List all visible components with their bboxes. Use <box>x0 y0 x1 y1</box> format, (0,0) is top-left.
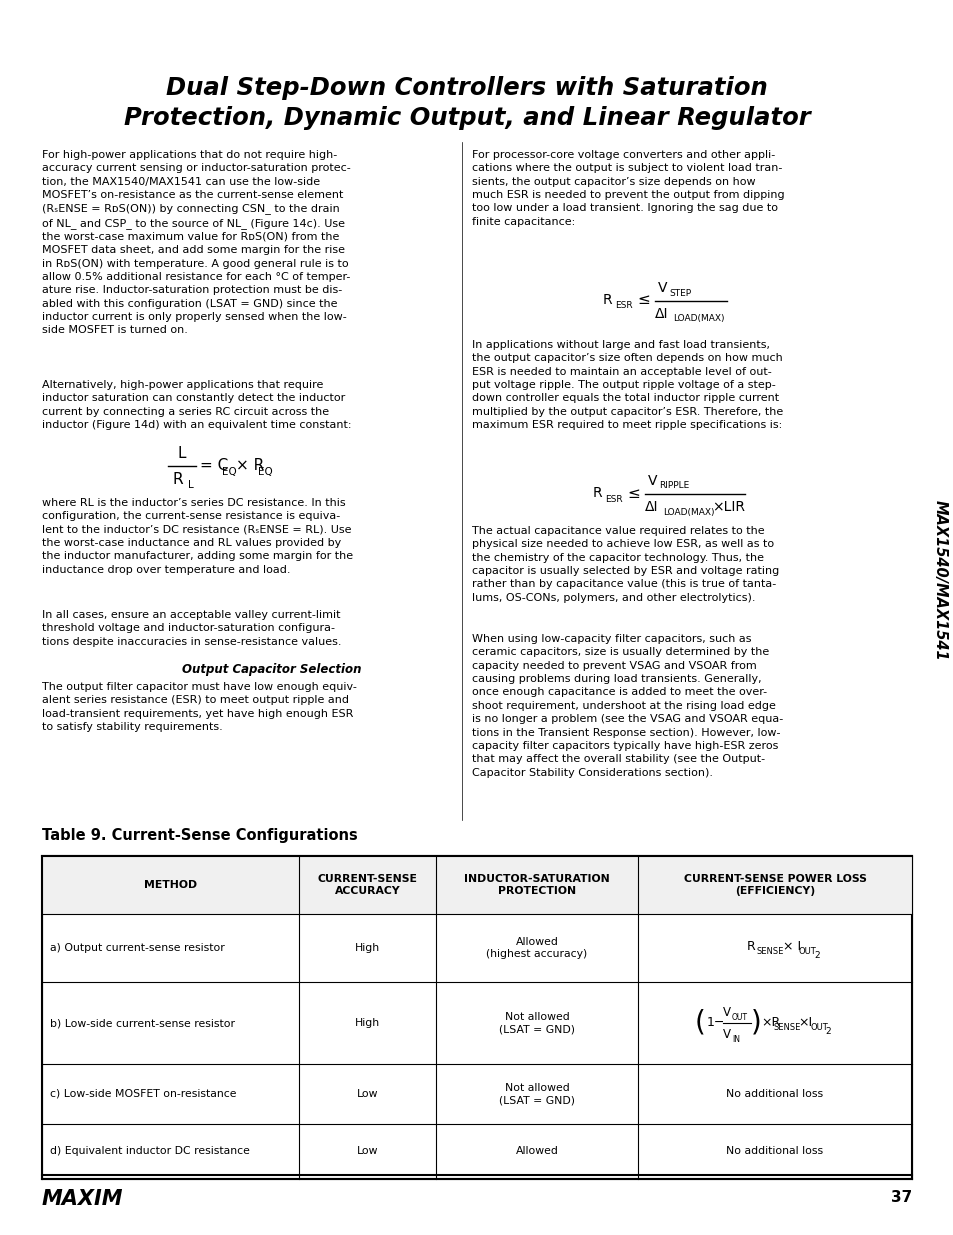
Text: V: V <box>722 1005 730 1019</box>
Text: In applications without large and fast load transients,
the output capacitor’s s: In applications without large and fast l… <box>472 340 782 430</box>
Text: b) Low-side current-sense resistor: b) Low-side current-sense resistor <box>50 1018 234 1028</box>
Text: Not allowed
(LSAT = GND): Not allowed (LSAT = GND) <box>498 1011 575 1035</box>
Text: LOAD(MAX): LOAD(MAX) <box>662 508 714 516</box>
Text: Allowed
(highest accuracy): Allowed (highest accuracy) <box>486 936 587 960</box>
Text: L: L <box>188 480 193 490</box>
Text: No additional loss: No additional loss <box>725 1146 822 1156</box>
Text: R: R <box>746 941 755 953</box>
Text: × I: × I <box>782 941 801 953</box>
Text: ≤: ≤ <box>637 293 649 308</box>
Text: OUT: OUT <box>798 947 816 956</box>
Text: High: High <box>355 944 379 953</box>
Text: SENSE: SENSE <box>756 947 783 956</box>
Text: where RL is the inductor’s series DC resistance. In this
configuration, the curr: where RL is the inductor’s series DC res… <box>42 498 353 574</box>
Bar <box>42 856 911 914</box>
Text: ≤: ≤ <box>626 485 639 500</box>
Text: Alternatively, high-power applications that require
inductor saturation can cons: Alternatively, high-power applications t… <box>42 380 351 430</box>
Text: For high-power applications that do not require high-
accuracy current sensing o: For high-power applications that do not … <box>42 149 351 336</box>
Text: METHOD: METHOD <box>144 881 196 890</box>
Text: The output filter capacitor must have low enough equiv-
alent series resistance : The output filter capacitor must have lo… <box>42 682 356 732</box>
Text: ×LIR: ×LIR <box>711 500 744 514</box>
Text: OUT: OUT <box>810 1023 828 1031</box>
Text: (: ( <box>694 1009 705 1037</box>
Text: SENSE: SENSE <box>773 1023 801 1031</box>
Text: ESR: ESR <box>604 494 622 504</box>
Text: c) Low-side MOSFET on-resistance: c) Low-side MOSFET on-resistance <box>50 1089 236 1099</box>
Text: Table 9. Current-Sense Configurations: Table 9. Current-Sense Configurations <box>42 827 357 844</box>
Text: Protection, Dynamic Output, and Linear Regulator: Protection, Dynamic Output, and Linear R… <box>124 106 809 130</box>
Text: V: V <box>722 1028 730 1041</box>
Text: EQ: EQ <box>222 467 236 477</box>
Text: L: L <box>177 446 186 461</box>
Text: ×R: ×R <box>760 1015 780 1029</box>
Text: OUT: OUT <box>731 1013 747 1021</box>
Text: 2: 2 <box>824 1026 830 1035</box>
Text: In all cases, ensure an acceptable valley current-limit
threshold voltage and in: In all cases, ensure an acceptable valle… <box>42 610 341 647</box>
Text: STEP: STEP <box>668 289 690 298</box>
Text: MAXIM: MAXIM <box>42 1189 123 1209</box>
Text: No additional loss: No additional loss <box>725 1089 822 1099</box>
Text: 1−: 1− <box>706 1015 724 1029</box>
Text: d) Equivalent inductor DC resistance: d) Equivalent inductor DC resistance <box>50 1146 250 1156</box>
Text: RIPPLE: RIPPLE <box>659 482 688 490</box>
Text: 2: 2 <box>813 951 819 961</box>
Text: 37: 37 <box>890 1189 911 1204</box>
Text: R: R <box>172 473 183 488</box>
Text: × R: × R <box>235 458 264 473</box>
Text: ): ) <box>750 1009 760 1037</box>
Text: IN: IN <box>731 1035 740 1044</box>
Text: CURRENT-SENSE POWER LOSS
(EFFICIENCY): CURRENT-SENSE POWER LOSS (EFFICIENCY) <box>682 873 865 897</box>
Text: High: High <box>355 1018 379 1028</box>
Text: Output Capacitor Selection: Output Capacitor Selection <box>182 663 361 676</box>
Text: When using low-capacity filter capacitors, such as
ceramic capacitors, size is u: When using low-capacity filter capacitor… <box>472 634 782 778</box>
Bar <box>42 856 911 1179</box>
Text: ΔI: ΔI <box>644 500 658 514</box>
Text: ESR: ESR <box>615 301 632 310</box>
Text: ΔI: ΔI <box>655 308 668 321</box>
Text: LOAD(MAX): LOAD(MAX) <box>672 315 723 324</box>
Text: Low: Low <box>356 1089 377 1099</box>
Text: a) Output current-sense resistor: a) Output current-sense resistor <box>50 944 225 953</box>
Text: Dual Step-Down Controllers with Saturation: Dual Step-Down Controllers with Saturati… <box>166 77 767 100</box>
Text: V: V <box>658 282 667 295</box>
Text: R: R <box>593 487 602 500</box>
Text: Not allowed
(LSAT = GND): Not allowed (LSAT = GND) <box>498 1083 575 1105</box>
Text: INDUCTOR-SATURATION
PROTECTION: INDUCTOR-SATURATION PROTECTION <box>464 873 609 897</box>
Text: CURRENT-SENSE
ACCURACY: CURRENT-SENSE ACCURACY <box>317 873 416 897</box>
Text: MAX1540/MAX1541: MAX1540/MAX1541 <box>931 500 946 661</box>
Text: EQ: EQ <box>257 467 273 477</box>
Text: For processor-core voltage converters and other appli-
cations where the output : For processor-core voltage converters an… <box>472 149 783 227</box>
Text: Allowed: Allowed <box>515 1146 558 1156</box>
Text: ×I: ×I <box>797 1015 811 1029</box>
Text: R: R <box>602 293 612 308</box>
Text: Low: Low <box>356 1146 377 1156</box>
Text: V: V <box>647 474 657 488</box>
Text: = C: = C <box>200 458 228 473</box>
Text: The actual capacitance value required relates to the
physical size needed to ach: The actual capacitance value required re… <box>472 526 779 603</box>
